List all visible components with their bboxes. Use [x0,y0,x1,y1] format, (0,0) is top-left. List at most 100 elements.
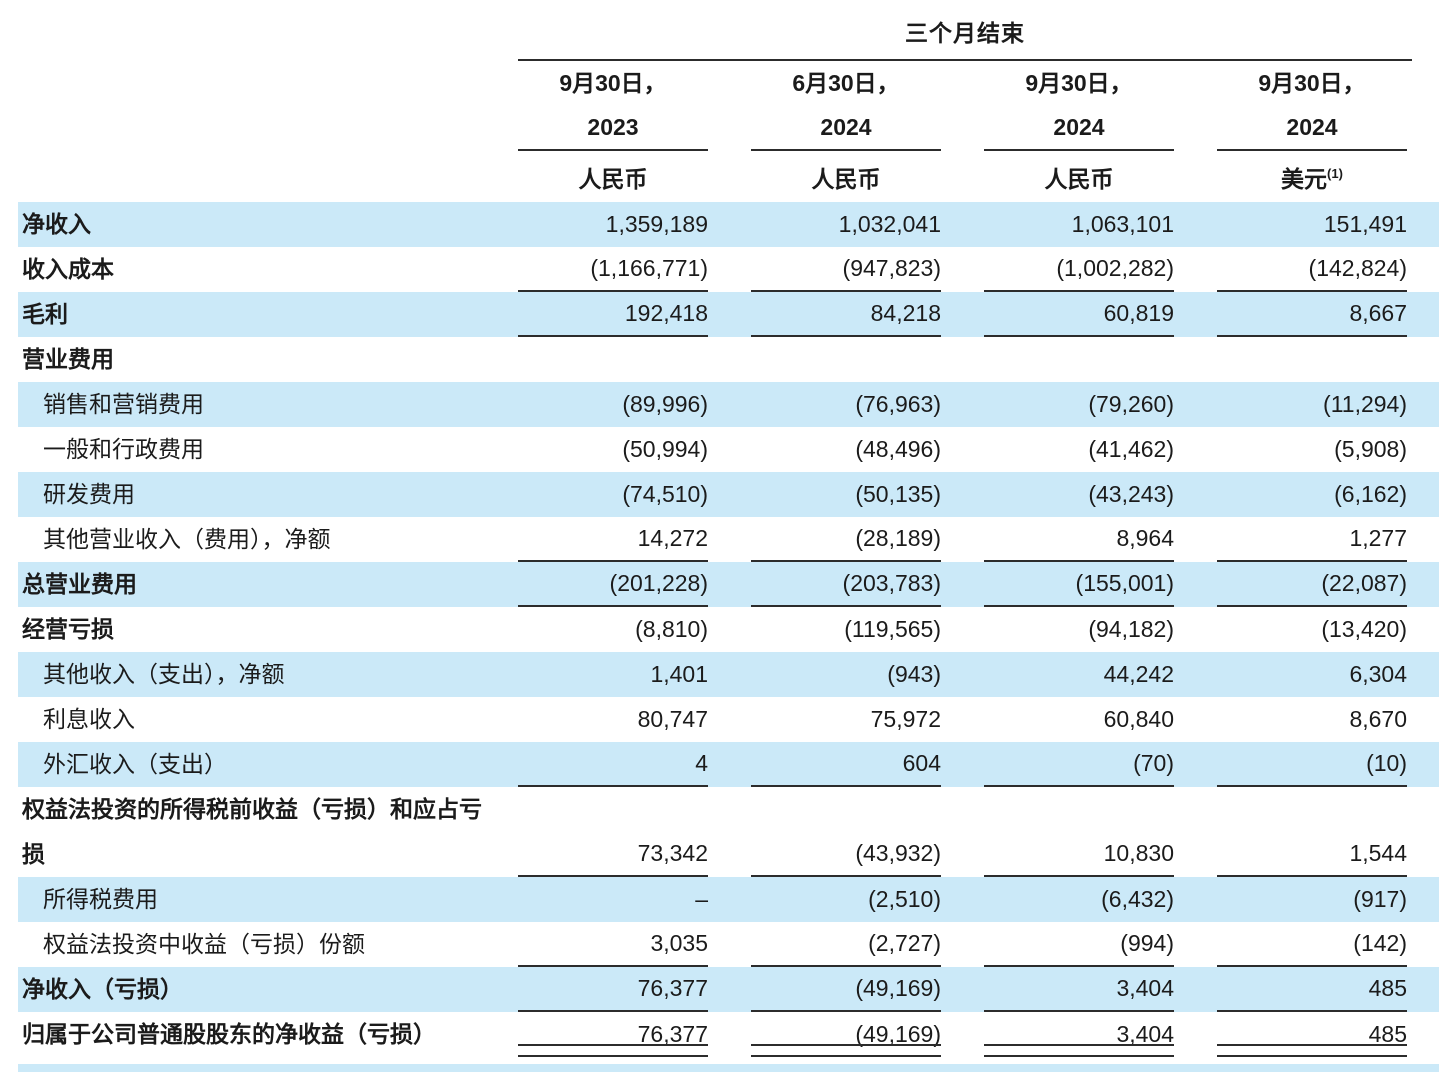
table-row: 所得税费用 – (2,510) (6,432) (917) [18,877,1439,922]
column-year: 2024 [820,114,872,140]
footnote-marker: (1) [1327,166,1343,181]
currency-label: 人民币 [1044,166,1114,192]
column-date: 6月30日， [792,70,900,96]
row-value-cell: 14,272 [518,517,708,562]
column-date: 9月30日， [1258,70,1366,96]
row-value-cell: 192,418 [518,292,708,337]
column-header-currency: 人民币 [751,151,941,202]
currency-label: 人民币 [811,166,881,192]
row-value-cell: 1,359,189 [605,211,708,237]
table-header-currency-row: 人民币 人民币 人民币 美元(1) [0,151,1439,202]
row-value-cell: 60,840 [1103,706,1174,732]
row-label: 利息收入 [43,706,135,732]
table-row: 归属于公司普通股股东的净收益（亏损） 76,377 (49,169) 3,404… [18,1012,1439,1057]
currency-label: 人民币 [578,166,648,192]
column-header-date: 9月30日， 2023 [518,61,708,151]
row-value-cell: 84,218 [751,292,941,337]
row-value-cell: 151,491 [1323,211,1407,237]
table-row: 营业费用 [18,337,1439,382]
row-value-cell: 8,670 [1349,706,1407,732]
header-spacer [0,0,518,61]
row-value-cell: 1,544 [1217,832,1407,877]
row-value-cell: (10) [1217,742,1407,787]
row-value-cell: (5,908) [1334,436,1407,462]
table-row: 毛利 192,418 84,218 60,819 8,667 [18,292,1439,337]
row-value-cell: (13,420) [1321,616,1407,642]
row-value-cell [751,337,941,382]
row-value-cell: 1,032,041 [838,211,941,237]
table-row: 利息收入 80,747 75,972 60,840 8,670 [18,697,1439,742]
table-row: 权益法投资的所得税前收益（亏损）和应占亏 损 73,342 (43,932) 1… [18,787,1439,877]
row-value-cell: (70) [984,742,1174,787]
row-value-cell: (155,001) [984,562,1174,607]
row-value-cell: 80,747 [637,706,708,732]
table-row: 收入成本 (1,166,771) (947,823) (1,002,282) (… [18,247,1439,292]
row-label: 所得税费用 [43,886,158,912]
row-value-cell: (1,166,771) [518,247,708,292]
row-value-cell: (142) [1217,922,1407,967]
row-label: 其他收入（支出），净额 [43,661,285,687]
row-value-cell: 3,404 [984,967,1174,1012]
row-value-cell: (89,996) [622,391,708,417]
row-value-cell: (2,510) [868,886,941,912]
row-value-cell: 8,667 [1217,292,1407,337]
row-value-cell: 44,242 [1103,661,1174,687]
row-value-cell: 604 [751,742,941,787]
table-header-period-row: 三个月结束 [0,0,1439,61]
table-header-dates-row: 9月30日， 2023 6月30日， 2024 9月30日， 2024 9月30… [0,61,1439,151]
column-header-currency: 人民币 [518,151,708,202]
row-label: 权益法投资的所得税前收益（亏损）和应占亏 损 [22,796,482,867]
table-row: 其他营业收入（费用），净额 14,272 (28,189) 8,964 1,27… [18,517,1439,562]
row-value-cell: 485 [1217,1012,1407,1057]
table-row: 一般和行政费用 (50,994) (48,496) (41,462) (5,90… [18,427,1439,472]
table-row: 净收入（亏损） 76,377 (49,169) 3,404 485 [18,967,1439,1012]
row-value-cell: (142,824) [1217,247,1407,292]
row-value-cell: (76,963) [855,391,941,417]
header-spacer [0,61,518,151]
row-label: 营业费用 [22,346,114,372]
row-label: 收入成本 [22,256,114,282]
period-span: 三个月结束 [518,0,1412,61]
row-label: 外汇收入（支出） [43,751,227,777]
row-value-cell: (50,994) [622,436,708,462]
row-value-cell: – [695,886,708,912]
row-label: 销售和营销费用 [43,391,204,417]
column-date: 9月30日， [1025,70,1133,96]
table-row: 其他收入（支出），净额 1,401 (943) 44,242 6,304 [18,652,1439,697]
row-value-cell: 1,277 [1217,517,1407,562]
column-year: 2023 [587,114,639,140]
currency-label: 美元 [1281,166,1328,192]
row-value-cell: 3,404 [984,1012,1174,1057]
row-label: 一般和行政费用 [43,436,204,462]
row-value-cell: (2,727) [751,922,941,967]
row-label: 经营亏损 [22,616,114,642]
row-value-cell: (43,243) [1088,481,1174,507]
row-label: 净收入 [22,211,91,237]
table-body: 净收入 1,359,189 1,032,041 1,063,101 151,49… [0,202,1439,1057]
column-header-date: 9月30日， 2024 [1217,61,1407,151]
row-value-cell: 10,830 [984,832,1174,877]
row-value-cell: 75,972 [870,706,941,732]
row-value-cell: (917) [1353,886,1407,912]
partial-row-cutoff [18,1064,1439,1072]
row-value-cell: (947,823) [751,247,941,292]
row-value-cell: (50,135) [855,481,941,507]
column-year: 2024 [1053,114,1105,140]
row-value-cell: (22,087) [1217,562,1407,607]
table-row: 研发费用 (74,510) (50,135) (43,243) (6,162) [18,472,1439,517]
row-value-cell: (201,228) [518,562,708,607]
row-value-cell: 76,377 [518,1012,708,1057]
row-value-cell: (119,565) [844,616,941,642]
row-value-cell: (28,189) [751,517,941,562]
table-row: 权益法投资中收益（亏损）份额 3,035 (2,727) (994) (142) [18,922,1439,967]
row-value-cell: 1,063,101 [1071,211,1174,237]
row-value-cell: (94,182) [1088,616,1174,642]
row-value-cell: 8,964 [984,517,1174,562]
row-value-cell: (48,496) [855,436,941,462]
row-value-cell: 4 [518,742,708,787]
row-value-cell [1217,337,1407,382]
row-value-cell [518,337,708,382]
column-header-date: 6月30日， 2024 [751,61,941,151]
column-header-date: 9月30日， 2024 [984,61,1174,151]
